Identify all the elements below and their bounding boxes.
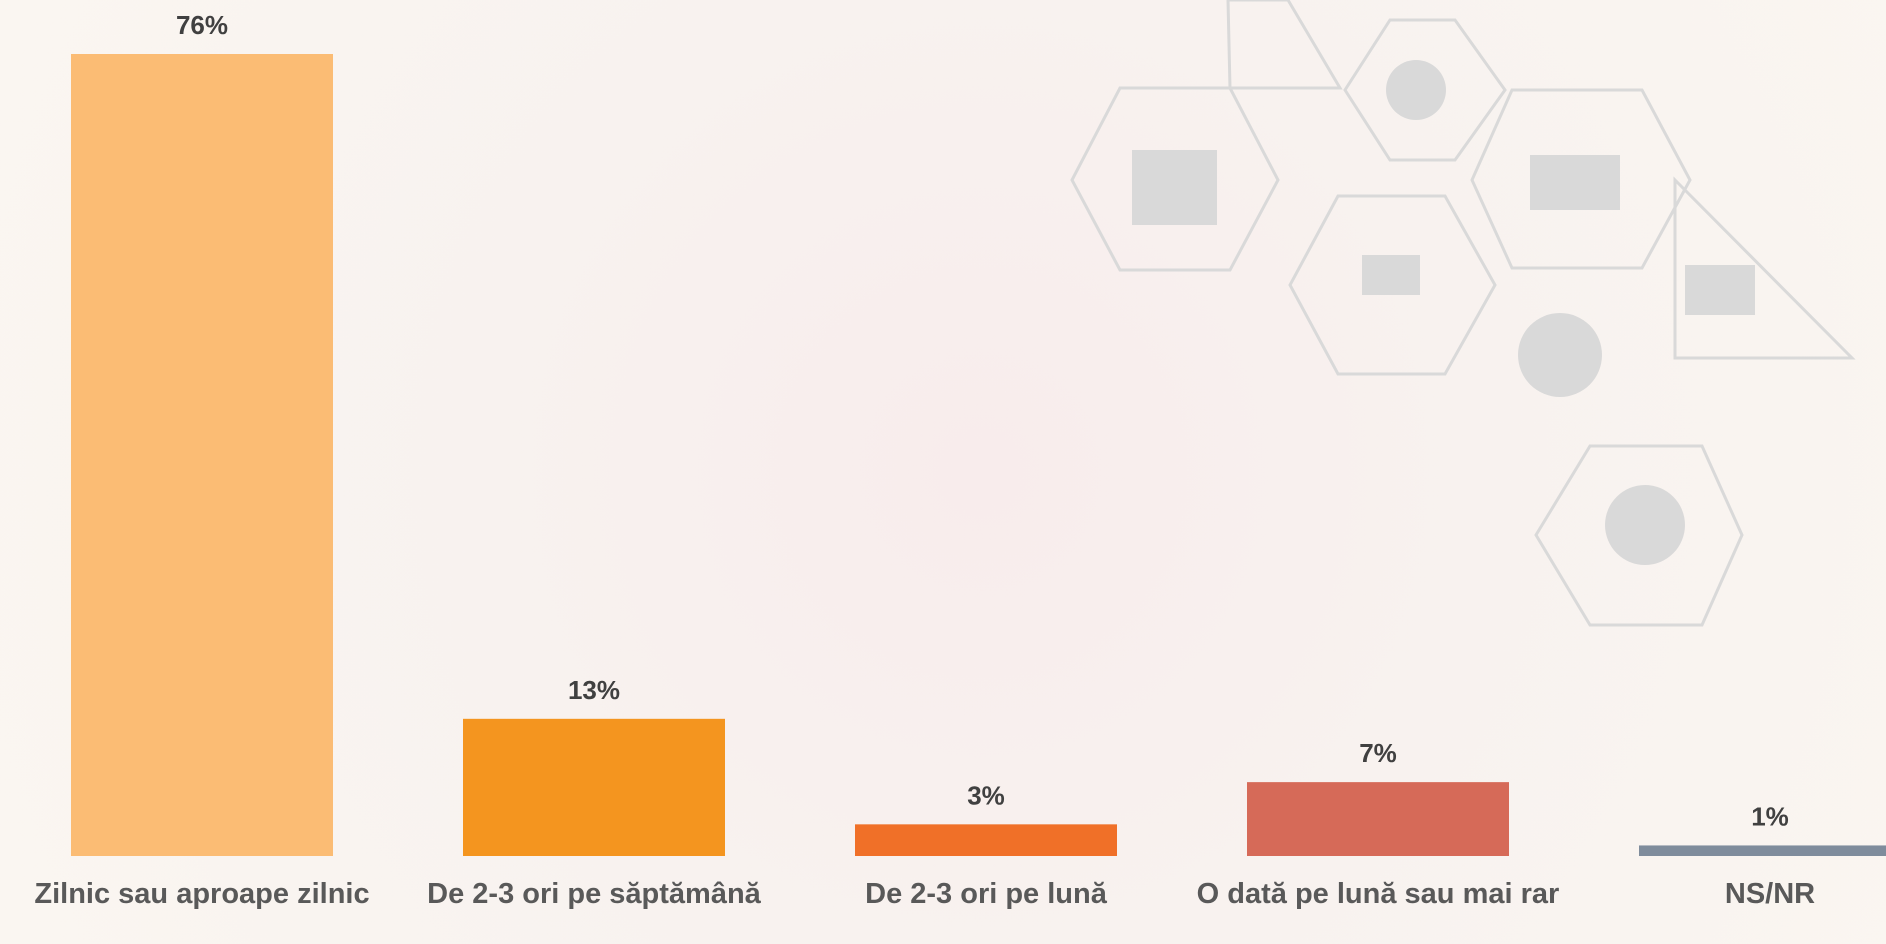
- value-label: 3%: [967, 780, 1005, 810]
- value-label: 13%: [568, 675, 620, 705]
- bar: [1247, 782, 1509, 856]
- bar: [71, 54, 333, 856]
- category-label: De 2-3 ori pe lună: [790, 876, 1182, 912]
- bar: [855, 824, 1117, 856]
- category-label: O dată pe lună sau mai rar: [1182, 876, 1574, 912]
- value-label: 7%: [1359, 738, 1397, 768]
- chart: 76% 13% 3% 7% 1%: [0, 0, 1886, 944]
- bar: [1639, 845, 1886, 856]
- category-label: De 2-3 ori pe săptămână: [398, 876, 790, 912]
- category-label: NS/NR: [1574, 876, 1886, 912]
- page: 76%13%3%7%1% (() => { const data = JSON.…: [0, 0, 1886, 944]
- bar: [463, 719, 725, 856]
- value-label: 1%: [1751, 801, 1789, 831]
- value-label: 76%: [176, 10, 228, 40]
- category-label: Zilnic sau aproape zilnic: [6, 876, 398, 912]
